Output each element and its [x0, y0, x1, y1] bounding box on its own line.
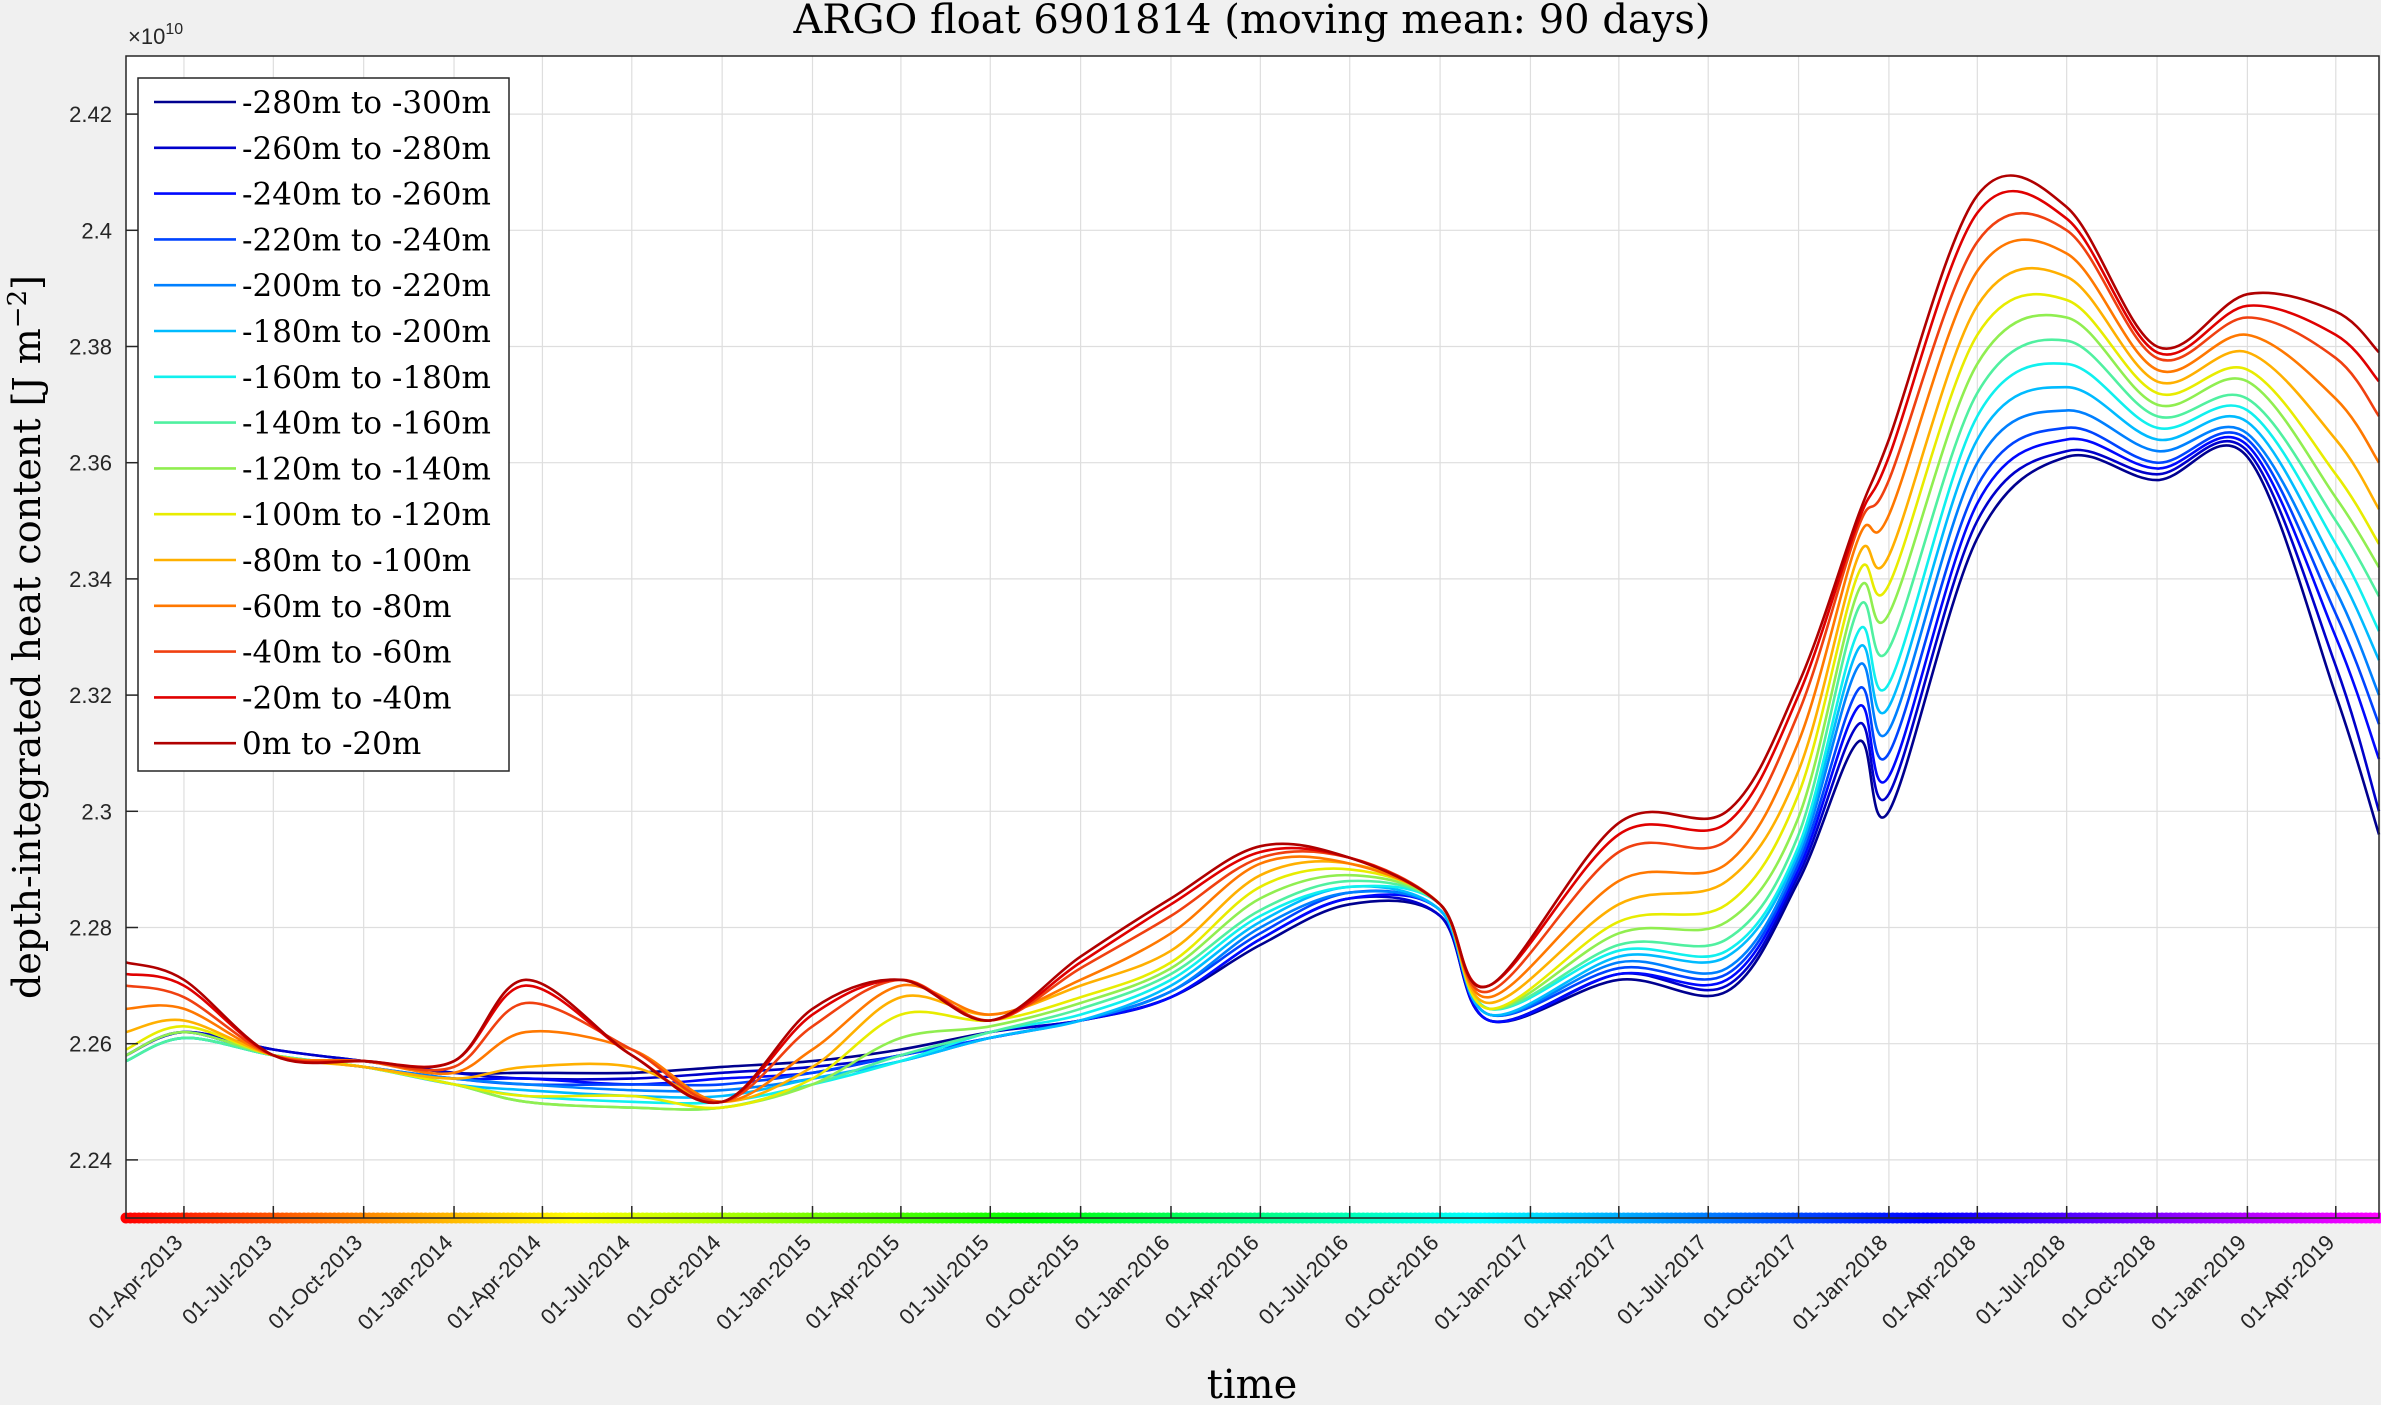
x-tick-label: 01-Oct-2015: [980, 1230, 1084, 1334]
y-axis-label-sup: −2: [3, 290, 33, 328]
x-tick-label: 01-Jul-2014: [535, 1230, 635, 1330]
x-tick-label: 01-Jan-2016: [1069, 1230, 1174, 1335]
x-axis-label: time: [1207, 1362, 1297, 1405]
x-tick-label: 01-Apr-2017: [1518, 1230, 1622, 1334]
x-tick-label: 01-Apr-2013: [83, 1230, 187, 1334]
x-axis: 01-Apr-201301-Jul-201301-Oct-201301-Jan-…: [83, 1206, 2339, 1335]
chart-title: ARGO float 6901814 (moving mean: 90 days…: [792, 0, 1710, 43]
x-tick-label: 01-Jul-2016: [1253, 1230, 1353, 1330]
y-tick-label: 2.28: [69, 916, 112, 941]
legend-label: -280m to -300m: [242, 85, 491, 121]
legend-label: -60m to -80m: [242, 589, 451, 625]
y-tick-label: 2.4: [81, 218, 112, 243]
legend-label: -240m to -260m: [242, 177, 491, 213]
x-tick-label: 01-Oct-2018: [2056, 1230, 2160, 1334]
legend-label: -200m to -220m: [242, 268, 491, 304]
series-line: [125, 174, 2380, 1105]
x-tick-label: 01-Jan-2019: [2146, 1230, 2251, 1335]
y-axis-label-text: depth-integrated heat content [J m: [5, 328, 49, 999]
x-tick-label: 01-Jan-2017: [1429, 1230, 1534, 1335]
x-tick-label: 01-Jan-2015: [711, 1230, 816, 1335]
legend-label: -260m to -280m: [242, 131, 491, 167]
legend-label: -80m to -100m: [242, 543, 471, 579]
y-tick-label: 2.32: [69, 683, 112, 708]
y-axis-label-close: ]: [5, 275, 49, 290]
series-line: [125, 385, 2381, 1099]
y-axis: 2.24 2.26 2.28 2.3 2.32 2.34 2.36 2.38 2.4 2.42: [69, 102, 138, 1173]
y-tick-label: 2.42: [69, 102, 112, 127]
x-tick-label: 01-Apr-2019: [2235, 1230, 2339, 1334]
legend-label: -40m to -60m: [242, 635, 451, 671]
y-exponent-power: 10: [165, 21, 183, 38]
legend-label: -120m to -140m: [242, 451, 491, 487]
svg-text:×1010: ×1010: [128, 21, 183, 49]
series-lines: [125, 174, 2381, 1111]
x-tick-label: 01-Jul-2018: [1970, 1230, 2070, 1330]
x-tick-label: 01-Oct-2017: [1698, 1230, 1802, 1334]
legend-label: -160m to -180m: [242, 360, 491, 396]
legend-label: -100m to -120m: [242, 497, 491, 533]
y-tick-label: 2.3: [81, 799, 112, 824]
y-tick-label: 2.24: [69, 1148, 112, 1173]
x-tick-label: 01-Oct-2013: [263, 1230, 367, 1334]
y-tick-label: 2.36: [69, 451, 112, 476]
x-tick-label: 01-Jul-2013: [177, 1230, 277, 1330]
legend: -280m to -300m -260m to -280m -240m to -26…: [137, 77, 510, 772]
x-tick-label: 01-Apr-2014: [442, 1230, 546, 1334]
y-tick-label: 2.34: [69, 567, 112, 592]
x-tick-label: 01-Jul-2015: [894, 1230, 994, 1330]
x-tick-label: 01-Jul-2017: [1612, 1230, 1712, 1330]
legend-label: -220m to -240m: [242, 222, 491, 258]
x-tick-label: 01-Jan-2014: [353, 1230, 458, 1335]
legend-label: 0m to -20m: [242, 726, 421, 762]
y-tick-label: 2.38: [69, 335, 112, 360]
legend-box: [137, 77, 510, 772]
x-tick-label: 01-Oct-2016: [1339, 1230, 1443, 1334]
x-tick-label: 01-Apr-2016: [1160, 1230, 1264, 1334]
y-exponent-base: ×10: [128, 24, 165, 49]
y-exponent: ×1010: [128, 21, 183, 49]
x-tick-label: 01-Oct-2014: [622, 1230, 726, 1334]
legend-label: -180m to -200m: [242, 314, 491, 350]
legend-label: -20m to -40m: [242, 680, 451, 716]
legend-label: -140m to -160m: [242, 406, 491, 442]
y-axis-label: depth-integrated heat content [J m−2]: [3, 275, 49, 999]
x-tick-label: 01-Apr-2018: [1877, 1230, 1981, 1334]
plot-frame: [125, 55, 2380, 1219]
x-tick-label: 01-Apr-2015: [800, 1230, 904, 1334]
x-tick-label: 01-Jan-2018: [1787, 1230, 1892, 1335]
y-tick-label: 2.26: [69, 1032, 112, 1057]
